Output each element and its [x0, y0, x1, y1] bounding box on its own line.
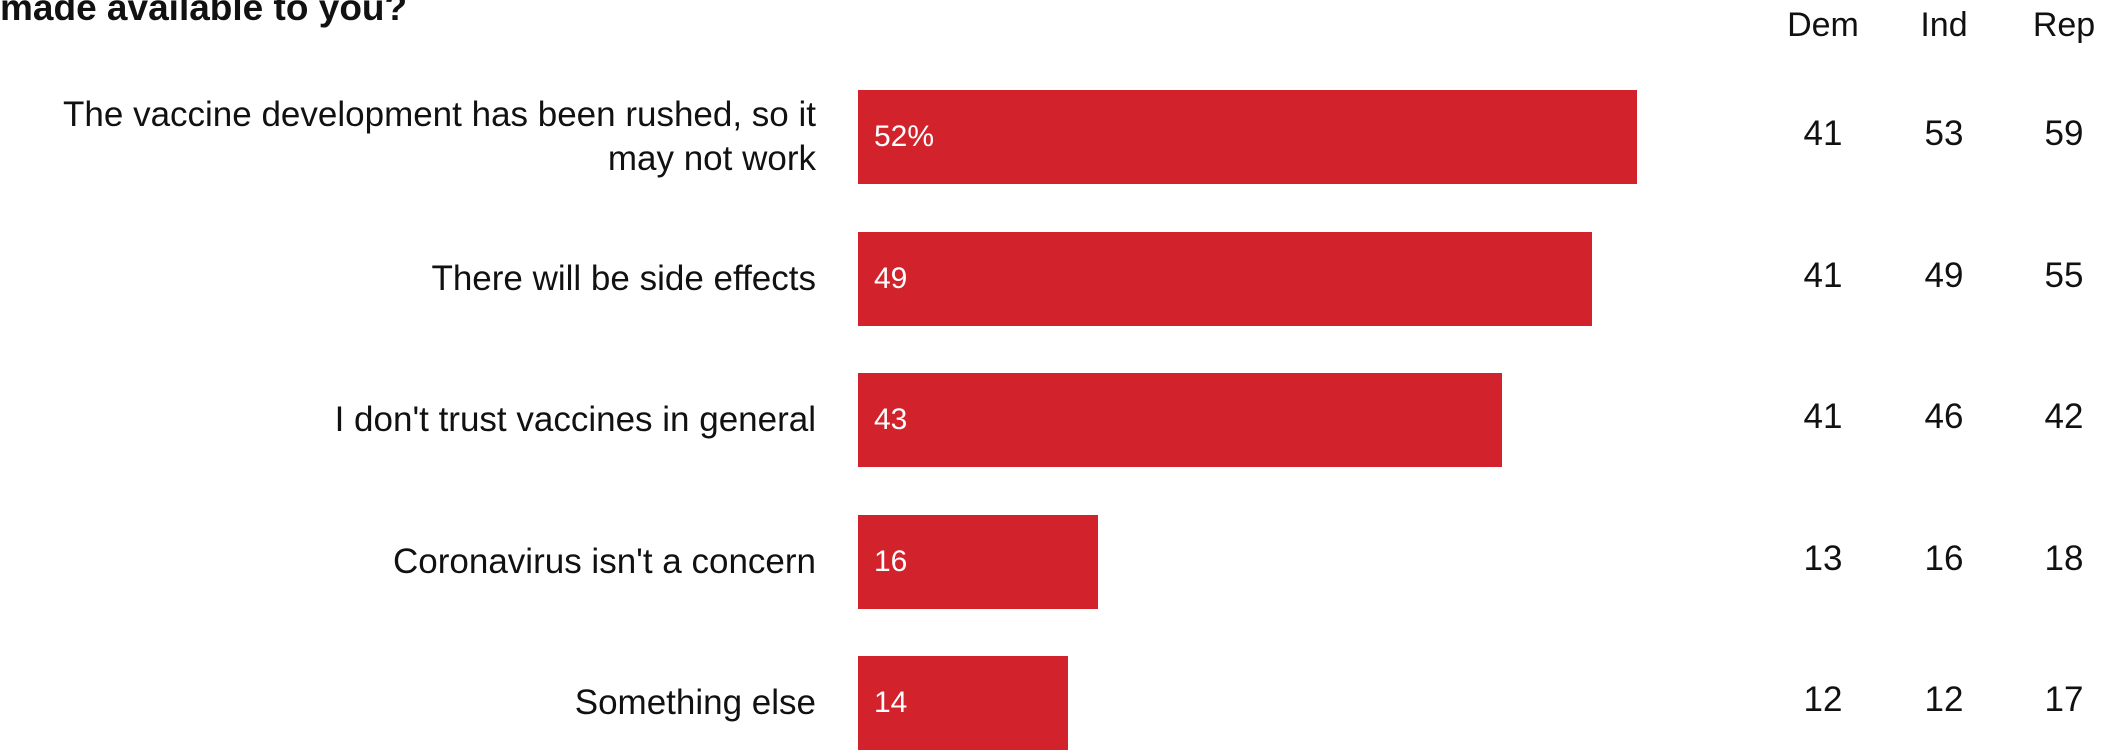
- category-label: The vaccine development has been rushed,…: [63, 95, 816, 178]
- bar-value-label: 43: [874, 403, 908, 436]
- bar-value-label: 49: [874, 261, 908, 295]
- value-dem: 13: [1803, 538, 1843, 578]
- value-rep: 17: [2044, 680, 2084, 719]
- value-dem: 41: [1803, 114, 1843, 153]
- column-header-rep: Rep: [2032, 6, 2096, 44]
- bar: [858, 373, 1503, 467]
- value-rep: 59: [2044, 114, 2084, 153]
- value-dem: 41: [1803, 397, 1843, 436]
- bar-value-label: 14: [874, 686, 908, 719]
- value-ind: 16: [1924, 538, 1964, 578]
- value-ind: 49: [1924, 255, 1964, 295]
- category-label: Coronavirus isn't a concern: [393, 541, 816, 581]
- value-rep: 42: [2044, 397, 2084, 436]
- column-header-dem: Dem: [1787, 6, 1859, 44]
- bar: [858, 514, 1098, 609]
- bar: [858, 90, 1637, 184]
- value-ind: 12: [1924, 680, 1964, 719]
- category-label: Something else: [574, 683, 816, 722]
- value-dem: 12: [1803, 680, 1843, 719]
- value-rep: 18: [2044, 538, 2084, 578]
- chart-title: made available to you?: [0, 0, 408, 28]
- value-ind: 53: [1924, 114, 1964, 153]
- category-label: I don't trust vaccines in general: [334, 400, 816, 439]
- value-rep: 55: [2044, 255, 2084, 295]
- bar-value-label: 52%: [874, 120, 935, 153]
- bar-value-label: 16: [874, 544, 908, 578]
- column-header-ind: Ind: [1920, 6, 1968, 44]
- value-ind: 46: [1924, 397, 1964, 436]
- category-label: There will be side effects: [431, 258, 816, 298]
- value-dem: 41: [1803, 255, 1843, 295]
- bar: [858, 231, 1593, 326]
- bar: [858, 656, 1068, 750]
